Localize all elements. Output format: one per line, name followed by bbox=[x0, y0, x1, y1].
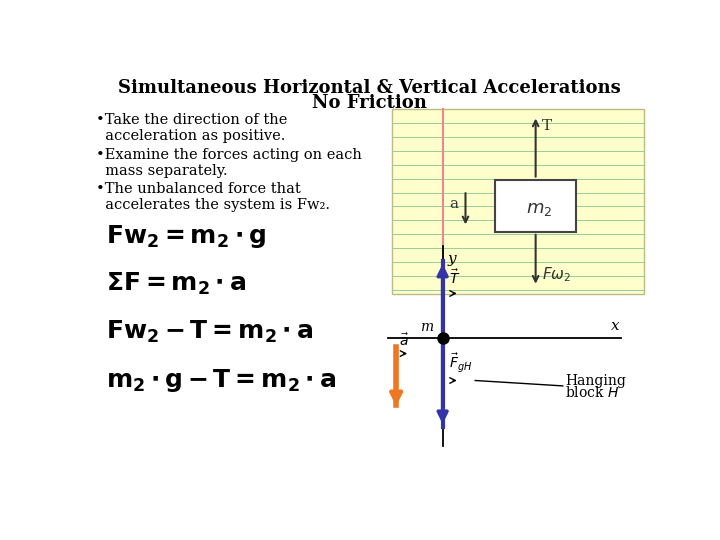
Text: Simultaneous Horizontal & Vertical Accelerations: Simultaneous Horizontal & Vertical Accel… bbox=[117, 79, 621, 97]
Text: x: x bbox=[611, 319, 619, 333]
Text: •Examine the forces acting on each
  mass separately.: •Examine the forces acting on each mass … bbox=[96, 148, 362, 178]
Text: $m_2$: $m_2$ bbox=[526, 200, 553, 218]
Text: y: y bbox=[448, 252, 456, 266]
Text: •The unbalanced force that
  accelerates the system is Fw₂.: •The unbalanced force that accelerates t… bbox=[96, 182, 330, 212]
Text: a: a bbox=[449, 197, 459, 211]
Text: T: T bbox=[542, 119, 552, 133]
Text: $\mathbf{Fw_2 = m_2 \cdot g}$: $\mathbf{Fw_2 = m_2 \cdot g}$ bbox=[106, 222, 266, 249]
Bar bbox=[392, 110, 644, 294]
Text: m: m bbox=[420, 320, 433, 334]
Text: $\vec{a}$: $\vec{a}$ bbox=[399, 332, 410, 349]
Text: $F\omega_2$: $F\omega_2$ bbox=[542, 266, 571, 285]
Bar bbox=[495, 179, 576, 232]
Text: No Friction: No Friction bbox=[312, 94, 426, 112]
Text: $\mathbf{m_2 \cdot g - T = m_2 \cdot a}$: $\mathbf{m_2 \cdot g - T = m_2 \cdot a}$ bbox=[106, 367, 336, 394]
Text: $\vec{F}_{gH}$: $\vec{F}_{gH}$ bbox=[449, 352, 472, 374]
Text: Hanging: Hanging bbox=[565, 374, 626, 388]
Text: block $H$: block $H$ bbox=[565, 384, 619, 400]
Text: $\mathbf{Fw_2 - T = m_2 \cdot a}$: $\mathbf{Fw_2 - T = m_2 \cdot a}$ bbox=[106, 319, 312, 345]
Text: $\mathbf{\Sigma F = m_2 \cdot a}$: $\mathbf{\Sigma F = m_2 \cdot a}$ bbox=[106, 271, 246, 298]
Text: •Take the direction of the
  acceleration as positive.: •Take the direction of the acceleration … bbox=[96, 112, 287, 143]
Text: $\vec{T}$: $\vec{T}$ bbox=[449, 269, 460, 287]
